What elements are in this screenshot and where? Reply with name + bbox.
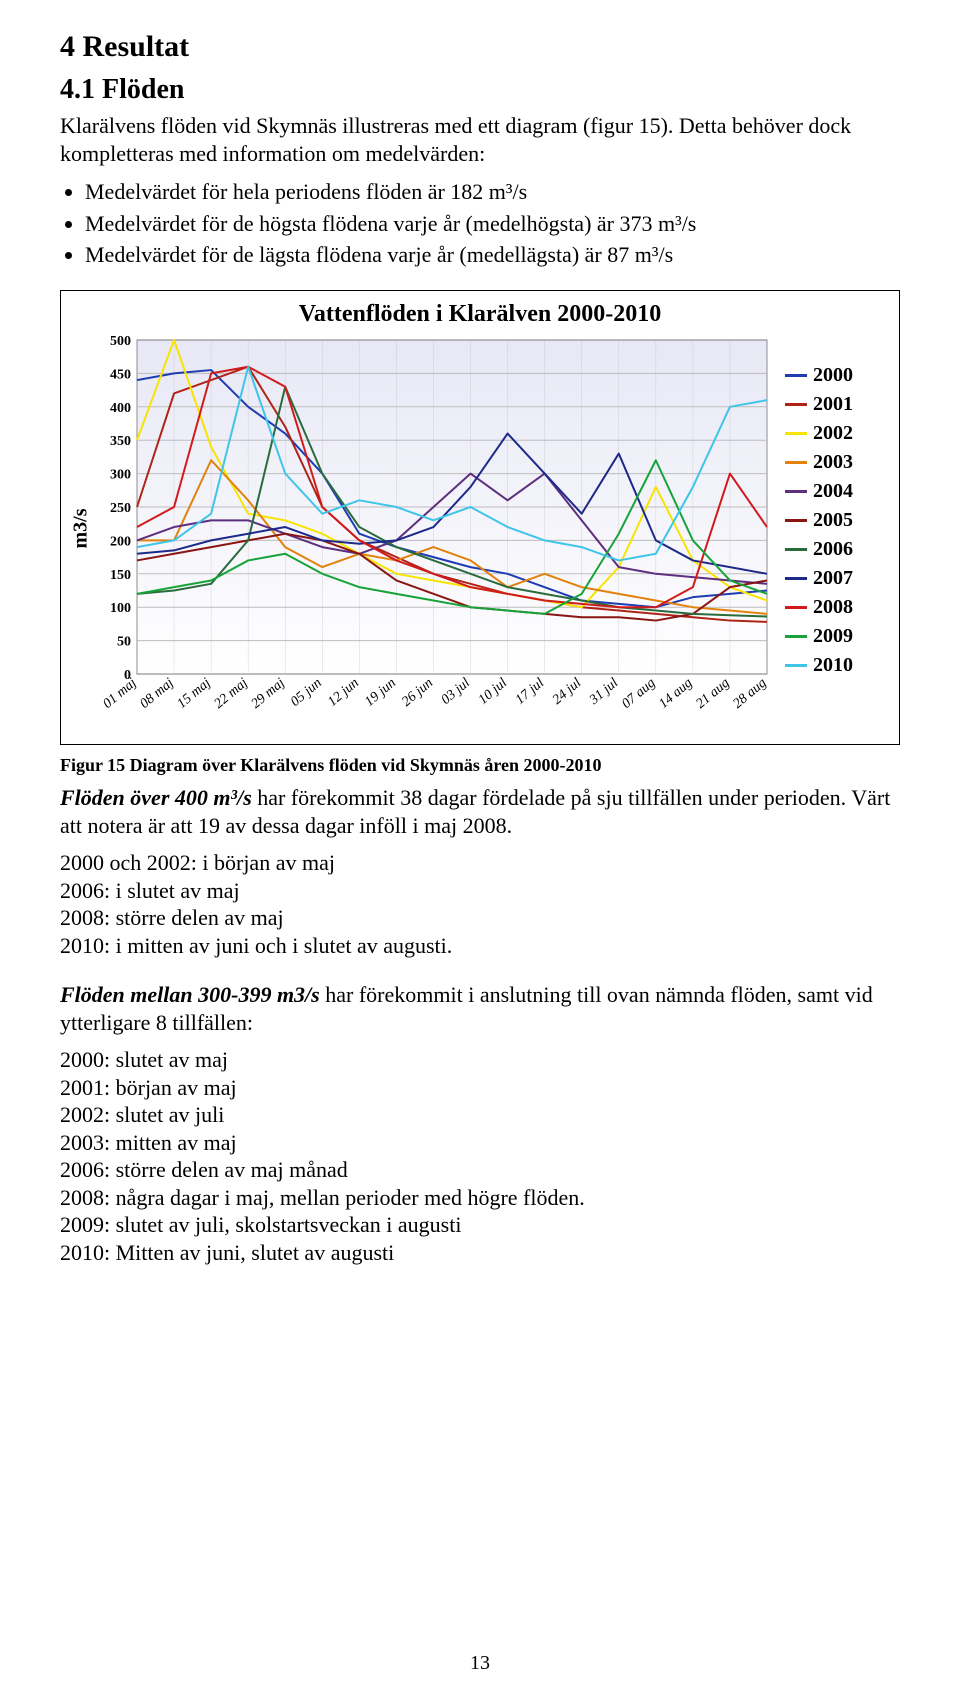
svg-text:200: 200 [110, 534, 131, 549]
svg-text:12 jun: 12 jun [325, 676, 362, 710]
legend-label: 2010 [813, 654, 853, 677]
svg-text:07 aug: 07 aug [619, 676, 658, 712]
svg-text:08 maj: 08 maj [137, 676, 176, 712]
legend-item: 2001 [785, 393, 853, 416]
body-line: 2008: större delen av maj [60, 904, 900, 932]
legend-label: 2004 [813, 480, 853, 503]
legend-swatch [785, 635, 807, 638]
legend-swatch [785, 403, 807, 406]
bullets-list: Medelvärdet för hela periodens flöden är… [85, 177, 900, 270]
legend-item: 2003 [785, 451, 853, 474]
svg-text:150: 150 [110, 568, 131, 583]
svg-text:24 jul: 24 jul [550, 676, 584, 708]
legend-swatch [785, 548, 807, 551]
legend-swatch [785, 374, 807, 377]
body-line: 2008: några dagar i maj, mellan perioder… [60, 1184, 900, 1212]
body-line: 2000: slutet av maj [60, 1046, 900, 1074]
legend-item: 2005 [785, 509, 853, 532]
svg-text:450: 450 [110, 367, 131, 382]
body-line: 2009: slutet av juli, skolstartsveckan i… [60, 1211, 900, 1239]
svg-text:28 aug: 28 aug [730, 676, 769, 712]
legend-swatch [785, 606, 807, 609]
page-number: 13 [60, 1652, 900, 1675]
body-line: 2006: större delen av maj månad [60, 1156, 900, 1184]
svg-text:05 jun: 05 jun [288, 676, 325, 710]
body-line: 2006: i slutet av maj [60, 877, 900, 905]
para-floden-300: Flöden mellan 300-399 m3/s har förekommi… [60, 981, 900, 1036]
legend-item: 2007 [785, 567, 853, 590]
svg-text:19 jun: 19 jun [362, 676, 399, 710]
para3-lines: 2000: slutet av maj2001: början av maj20… [60, 1046, 900, 1266]
legend-item: 2008 [785, 596, 853, 619]
body-line: 2001: början av maj [60, 1074, 900, 1102]
legend-swatch [785, 432, 807, 435]
legend-swatch [785, 519, 807, 522]
svg-text:350: 350 [110, 434, 131, 449]
legend-label: 2001 [813, 393, 853, 416]
svg-text:100: 100 [110, 601, 131, 616]
svg-text:01 maj: 01 maj [100, 676, 139, 712]
body-line: 2003: mitten av maj [60, 1129, 900, 1157]
svg-text:21 aug: 21 aug [693, 676, 732, 712]
legend-item: 2002 [785, 422, 853, 445]
figure-caption: Figur 15 Diagram över Klarälvens flöden … [60, 755, 900, 776]
legend-label: 2006 [813, 538, 853, 561]
para3-lead: Flöden mellan 300-399 m3/s [60, 982, 320, 1007]
body-line: 2010: i mitten av juni och i slutet av a… [60, 932, 900, 960]
chart-legend: 2000 2001 2002 2003 2004 2005 2006 2007 2008 2009… [775, 334, 857, 683]
y-axis-label: m3/s [70, 520, 93, 548]
svg-text:250: 250 [110, 501, 131, 516]
svg-text:31 jul: 31 jul [586, 676, 621, 709]
para2-lines: 2000 och 2002: i början av maj2006: i sl… [60, 849, 900, 959]
bullet-item: Medelvärdet för de lägsta flödena varje … [85, 240, 900, 270]
svg-text:15 maj: 15 maj [175, 676, 214, 712]
legend-label: 2003 [813, 451, 853, 474]
intro-paragraph: Klarälvens flöden vid Skymnäs illustrera… [60, 112, 900, 167]
body-line: 2000 och 2002: i början av maj [60, 849, 900, 877]
svg-text:14 aug: 14 aug [656, 676, 695, 712]
legend-label: 2000 [813, 364, 853, 387]
legend-swatch [785, 577, 807, 580]
legend-label: 2008 [813, 596, 853, 619]
legend-item: 2004 [785, 480, 853, 503]
legend-swatch [785, 664, 807, 667]
svg-text:26 jun: 26 jun [399, 676, 436, 710]
section-heading: 4 Resultat [60, 30, 900, 64]
bullet-item: Medelvärdet för de högsta flödena varje … [85, 209, 900, 239]
legend-swatch [785, 461, 807, 464]
legend-item: 2010 [785, 654, 853, 677]
legend-label: 2007 [813, 567, 853, 590]
para2-lead: Flöden över 400 m³/s [60, 785, 252, 810]
body-line: 2010: Mitten av juni, slutet av augusti [60, 1239, 900, 1267]
legend-swatch [785, 490, 807, 493]
svg-text:300: 300 [110, 468, 131, 483]
legend-label: 2002 [813, 422, 853, 445]
body-line: 2002: slutet av juli [60, 1101, 900, 1129]
legend-item: 2006 [785, 538, 853, 561]
legend-item: 2000 [785, 364, 853, 387]
subsection-heading: 4.1 Flöden [60, 74, 900, 106]
legend-label: 2009 [813, 625, 853, 648]
bullet-item: Medelvärdet för hela periodens flöden är… [85, 177, 900, 207]
svg-text:22 maj: 22 maj [212, 676, 251, 712]
svg-text:10 jul: 10 jul [476, 676, 510, 708]
svg-text:400: 400 [110, 401, 131, 416]
svg-text:29 maj: 29 maj [249, 676, 288, 712]
legend-item: 2009 [785, 625, 853, 648]
svg-text:17 jul: 17 jul [513, 676, 547, 708]
svg-text:50: 50 [117, 635, 131, 650]
svg-text:03 jul: 03 jul [439, 676, 473, 708]
chart-title: Vattenflöden i Klarälven 2000-2010 [67, 301, 893, 328]
chart-frame: Vattenflöden i Klarälven 2000-2010 m3/s … [60, 290, 900, 745]
line-chart: 05010015020025030035040045050001 maj08 m… [95, 334, 775, 734]
legend-label: 2005 [813, 509, 853, 532]
para-floden-400: Flöden över 400 m³/s har förekommit 38 d… [60, 784, 900, 839]
svg-text:500: 500 [110, 334, 131, 349]
